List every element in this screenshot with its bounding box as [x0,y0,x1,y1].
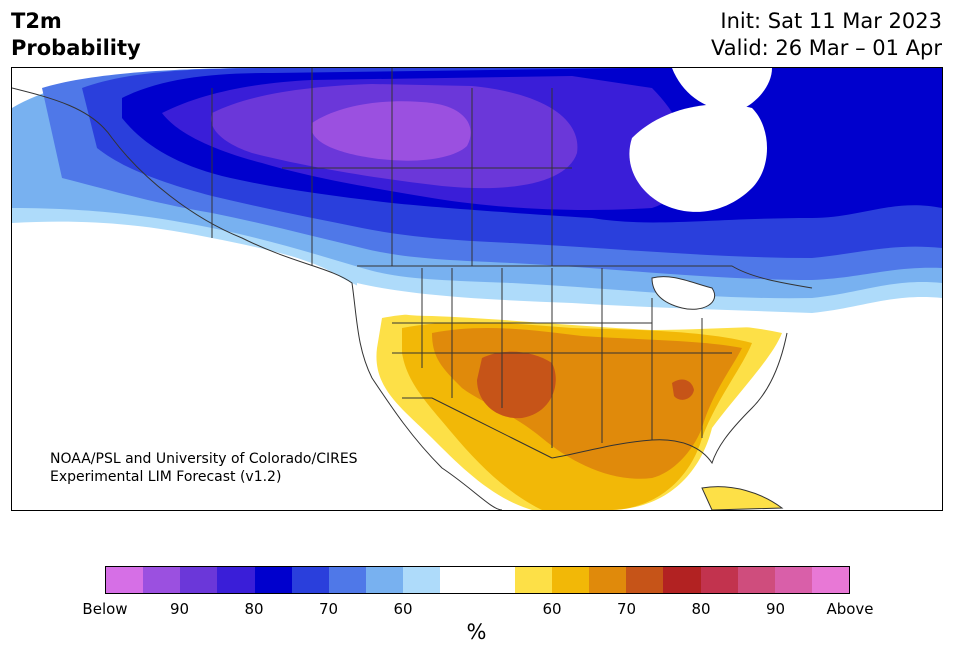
state-lines [392,268,732,448]
gulf-coast [551,332,788,465]
colorbar-segment [737,567,775,593]
colorbar-segment [700,567,738,593]
forecast-map: NOAA/PSL and University of Colorado/CIRE… [11,67,943,511]
colorbar-segment [811,567,850,593]
colorbar-segment [143,567,181,593]
colorbar-tick-label: 90 [169,600,190,618]
colorbar-tick-label: 80 [691,600,711,618]
colorbar-labels: Below 90 80 70 60 60 70 80 90 Above [82,600,873,618]
colorbar-segment [366,567,404,593]
credit-line-1: NOAA/PSL and University of Colorado/CIRE… [50,451,358,467]
province-lines [211,68,572,266]
colorbar-tick-label: Below [82,600,128,618]
map-title: T2m Probability [11,8,141,62]
variable-label: T2m [11,9,62,33]
colorbar-tick-label: Above [826,600,874,618]
subtitle-label: Probability [11,36,141,60]
colorbar-segment [477,567,515,593]
colorbar-tick-label: 60 [393,600,413,618]
probability-map-graphic [12,68,942,510]
colorbar-segment [514,567,552,593]
colorbar-segment [551,567,590,593]
colorbar-segment [774,567,812,593]
colorbar-tick-label: 80 [244,600,264,618]
colorbar-segment [217,567,255,593]
colorbar-units: % [466,620,487,644]
neutral-band [357,283,812,330]
credit-text: NOAA/PSL and University of Colorado/CIRE… [50,450,358,486]
colorbar-segment [291,567,329,593]
credit-line-2: Experimental LIM Forecast (v1.2) [50,469,282,485]
forecast-dates: Init: Sat 11 Mar 2023 Valid: 26 Mar – 01… [711,8,942,62]
colorbar-segment [663,567,701,593]
colorbar-segment [626,567,664,593]
colorbar-segment [589,567,627,593]
colorbar [105,566,850,594]
hudson-bay [629,104,767,212]
warm-band-75 [477,351,556,419]
colorbar-tick-label: 70 [616,600,637,618]
baffin-water [672,68,772,113]
colorbar-segment [254,567,292,593]
colorbar-tick-label: 90 [765,600,786,618]
great-lakes [651,276,715,310]
cold-band-95 [311,101,471,161]
us-mexico-border [402,397,553,459]
colorbar-segment [440,567,478,593]
colorbar-segment [106,567,144,593]
us-canada-border [357,265,813,289]
init-date: Init: Sat 11 Mar 2023 [720,9,942,33]
colorbar-tick-label: 70 [318,600,339,618]
warm-band-75-south [672,379,694,400]
colorbar-segment [403,567,441,593]
colorbar-segment [180,567,218,593]
colorbar-segment [328,567,367,593]
colorbar-tick-label: 60 [542,600,562,618]
coastline [12,87,503,510]
valid-date: Valid: 26 Mar – 01 Apr [711,36,942,60]
cuba [701,486,784,510]
